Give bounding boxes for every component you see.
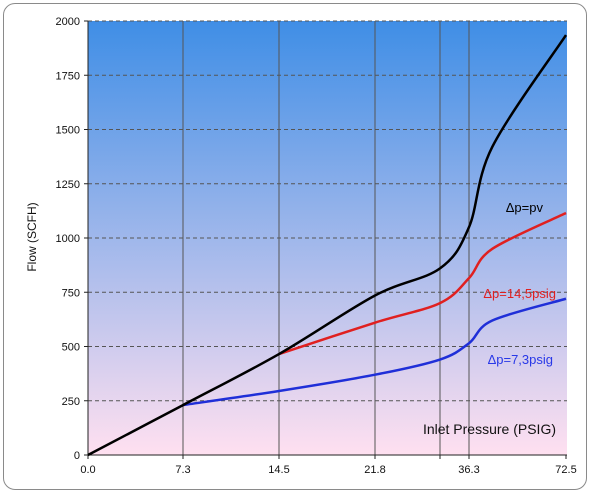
x-tick-label: 7.3 (175, 464, 190, 476)
series-line-dp-pv (87, 34, 568, 457)
x-tick-label: 0.0 (80, 464, 95, 476)
series-label-dp-14-5psig: Δp=14,5psig (483, 286, 556, 301)
y-tick-label: 250 (62, 396, 80, 408)
y-tick-label: 500 (62, 342, 80, 354)
y-tick-label: 1750 (56, 70, 80, 82)
x-tick-label: 14.5 (268, 464, 289, 476)
series-label-dp-7-3psig: Δp=7,3psig (488, 352, 553, 367)
x-tick-label: 21.8 (364, 464, 385, 476)
y-tick-label: 0 (74, 450, 80, 462)
axes (84, 20, 567, 459)
x-tick-label: 72.5 (555, 464, 576, 476)
grid (88, 20, 567, 455)
y-tick-labels: 0 250 500 750 1000 1250 1500 1750 2000 (56, 16, 80, 462)
x-tick-label: 36.3 (458, 464, 479, 476)
series-label-dp-pv: Δp=pv (506, 200, 544, 215)
y-tick-label: 2000 (56, 16, 80, 28)
y-tick-label: 750 (62, 287, 80, 299)
y-axis-title: Flow (SCFH) (25, 202, 39, 271)
series-line-dp-14-5psig (278, 211, 567, 356)
y-tick-label: 1500 (56, 125, 80, 137)
series-labels: Δp=pv Δp=14,5psig Δp=7,3psig (483, 200, 556, 367)
series-line-dp-7-3psig (182, 297, 567, 407)
series (87, 34, 568, 457)
x-tick-labels: 0.0 7.3 14.5 21.8 36.3 72.5 (80, 464, 576, 476)
x-axis-title: Inlet Pressure (PSIG) (423, 421, 556, 437)
y-tick-label: 1000 (56, 233, 80, 245)
y-tick-label: 1250 (56, 179, 80, 191)
